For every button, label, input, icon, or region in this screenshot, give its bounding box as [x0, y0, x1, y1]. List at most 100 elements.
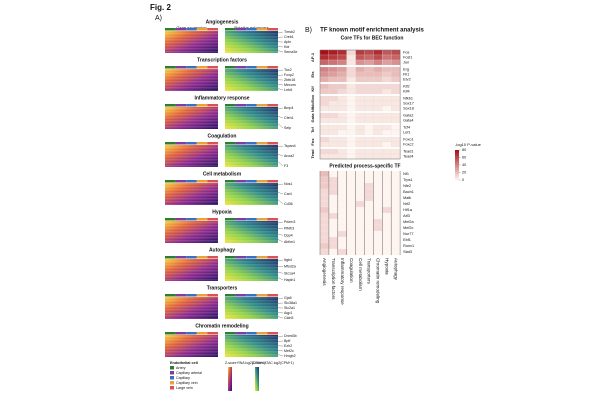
- cell-type-bar: [197, 104, 208, 107]
- heatmap-cell: [338, 201, 347, 207]
- heatmap-cell: [320, 113, 329, 118]
- heatmap-cell: [365, 113, 374, 118]
- heatmap-cell: [356, 142, 365, 147]
- group-label: Fox: [310, 138, 315, 146]
- process-label: Chromatin remodeling: [376, 258, 381, 304]
- heatmap-cell: [320, 231, 329, 237]
- cell-type-bar: [267, 104, 278, 107]
- colorbar-step: [455, 152, 459, 154]
- cell-type-bar: [236, 218, 247, 221]
- cell-type-bar: [176, 294, 187, 297]
- heatmap-cell: [373, 142, 382, 147]
- colorbar-step: [455, 179, 459, 181]
- group-label: Nfkb/Sox: [310, 94, 315, 112]
- heatmap-cell: [329, 225, 338, 231]
- section-title: Cell metabolism: [203, 171, 242, 177]
- heatmap-cell: [365, 137, 374, 142]
- heatmap-cell: [382, 207, 391, 213]
- cell-type-bar: [225, 256, 236, 259]
- cell-type-bar: [257, 180, 268, 183]
- gene-label: Itgb4: [284, 258, 292, 262]
- cell-type-bar: [267, 294, 278, 297]
- cell-type-bar: [165, 256, 176, 259]
- cell-type-bar: [236, 332, 247, 335]
- gene-label: Mef2c: [284, 349, 294, 353]
- heatmap-cell: [320, 106, 329, 111]
- heatmap-cell: [373, 77, 382, 82]
- heatmap-cell: [373, 96, 382, 101]
- heatmap-cell: [365, 177, 374, 183]
- heatmap-cell: [382, 213, 391, 219]
- leader-line: [278, 84, 283, 85]
- heatmap-cell: [347, 77, 356, 82]
- heatmap-cell: [391, 219, 400, 225]
- cell-type-bar: [236, 104, 247, 107]
- cell-type-bar: [186, 66, 197, 69]
- heatmap-cell: [347, 213, 356, 219]
- heatmap-cell: [356, 177, 365, 183]
- cell-type-bar: [225, 332, 236, 335]
- colorbar-step: [455, 156, 459, 158]
- leader-line: [278, 260, 283, 261]
- heatmap-cell: [365, 249, 374, 255]
- cell-type-bar: [197, 28, 208, 31]
- legend-swatch: [170, 371, 174, 375]
- colorbar-tick-label: 40: [462, 163, 466, 167]
- cell-type-bar: [236, 28, 247, 31]
- legend-label: Large vein: [176, 386, 193, 390]
- heatmap-cell: [356, 55, 365, 60]
- heatmap-cell: [373, 237, 382, 243]
- cell-type-bar: [186, 332, 197, 335]
- leader-line: [278, 162, 283, 166]
- colorbar-step: [455, 150, 459, 152]
- cell-type-bar: [267, 180, 278, 183]
- tf-label: Fli1: [403, 73, 409, 77]
- heatmap-cell: [373, 249, 382, 255]
- heatmap-cell: [338, 149, 347, 154]
- tf-label: Stat3: [403, 250, 412, 254]
- heatmap-cell: [373, 89, 382, 94]
- heatmap-cell: [365, 60, 374, 65]
- tf-label: Nf1: [403, 172, 409, 176]
- leader-line: [278, 116, 283, 118]
- leader-line: [278, 272, 283, 273]
- heatmap-cell: [391, 77, 400, 82]
- heatmap-cell: [356, 213, 365, 219]
- leader-line: [278, 89, 283, 90]
- heatmap-cell: [382, 72, 391, 77]
- heatmap-cell: [373, 60, 382, 65]
- cell-type-bar: [165, 66, 176, 69]
- heatmap-cell: [329, 231, 338, 237]
- heatmap-cell: [320, 225, 329, 231]
- heatmap-cell: [338, 213, 347, 219]
- gene-label: Apln: [284, 40, 291, 44]
- cell-type-bar: [165, 28, 176, 31]
- tf-label: Klf2: [403, 85, 410, 89]
- heatmap-texture: [225, 69, 278, 91]
- heatmap-cell: [329, 171, 338, 177]
- gene-label: Foxp2: [284, 73, 294, 77]
- heatmap-cell: [373, 137, 382, 142]
- cell-type-bar: [236, 294, 247, 297]
- heatmap-cell: [320, 130, 329, 135]
- cell-type-bar: [197, 66, 208, 69]
- heatmap-cell: [347, 195, 356, 201]
- heatmap-cell: [320, 189, 329, 195]
- heatmap-cell: [365, 231, 374, 237]
- heatmap-cell: [382, 183, 391, 189]
- heatmap-cell: [320, 50, 329, 55]
- cell-type-bar: [176, 28, 187, 31]
- heatmap-cell: [356, 171, 365, 177]
- heatmap-cell: [391, 189, 400, 195]
- heatmap-cell: [356, 207, 365, 213]
- cell-type-bar: [246, 142, 257, 145]
- cell-type-bar: [165, 142, 176, 145]
- group-label: Gata: [310, 113, 315, 123]
- heatmap-cell: [382, 149, 391, 154]
- leader-line: [278, 51, 283, 52]
- process-label: Autophagy: [393, 258, 398, 281]
- cell-type-bar: [176, 66, 187, 69]
- heatmap-cell: [320, 177, 329, 183]
- heatmap-cell: [391, 137, 400, 142]
- heatmap-cell: [373, 219, 382, 225]
